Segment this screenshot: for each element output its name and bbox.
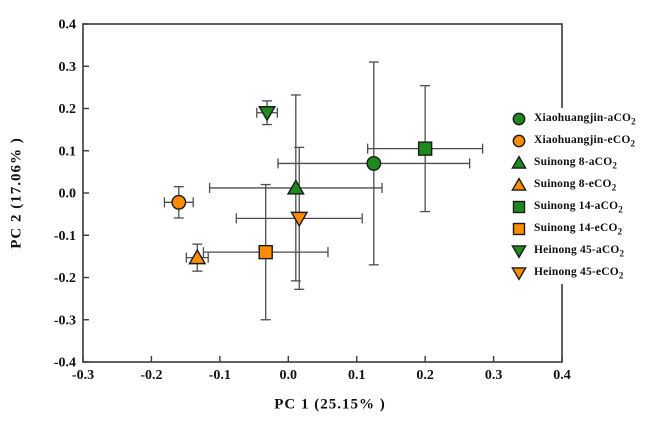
legend-label: Heinong 45-eCO2 (534, 265, 624, 281)
legend-item: Xiaohuangjin-aCO2 (504, 108, 662, 130)
x-tick-label: 0.1 (348, 368, 366, 383)
x-tick-label: 0.0 (280, 368, 298, 383)
x-tick-label: -0.2 (140, 368, 162, 383)
legend-item: Heinong 45-aCO2 (504, 240, 662, 262)
y-tick-label: -0.1 (54, 229, 76, 244)
y-axis-ticks: -0.4 -0.3 -0.2 -0.1 0.0 0.1 0.2 0.3 0.4 (54, 18, 89, 371)
x-tick-label: 0.2 (416, 368, 434, 383)
data-points (171, 106, 433, 265)
y-axis-title: PC 2 (17.06% ) (8, 137, 25, 249)
y-tick-label: -0.4 (54, 356, 76, 371)
y-tick-label: 0.3 (59, 60, 77, 75)
y-tick-label: 0.2 (59, 102, 77, 117)
x-tick-label: 0.4 (553, 368, 571, 383)
legend-marker-square-orange-icon (504, 221, 534, 237)
y-tick-label: 0.1 (59, 144, 77, 159)
legend-marker-triangle-up-green-icon (504, 155, 534, 171)
legend-marker-square-green-icon (504, 199, 534, 215)
legend-item: Suinong 8-aCO2 (504, 152, 662, 174)
legend-item: Suinong 8-eCO2 (504, 174, 662, 196)
legend: Xiaohuangjin-aCO2 Xiaohuangjin-eCO2 Suin… (504, 108, 662, 284)
y-tick-label: -0.3 (54, 313, 76, 328)
y-tick-label: -0.2 (54, 271, 76, 286)
legend-marker-circle-green-icon (504, 111, 534, 127)
legend-item: Suinong 14-aCO2 (504, 196, 662, 218)
legend-marker-circle-orange-icon (504, 133, 534, 149)
x-tick-label: -0.1 (209, 368, 231, 383)
legend-label: Suinong 14-aCO2 (534, 199, 623, 215)
axes (82, 23, 563, 363)
legend-marker-triangle-up-orange-icon (504, 177, 534, 193)
x-axis-title: PC 1 (25.15% ) (274, 396, 386, 413)
error-bars (163, 61, 484, 321)
legend-item: Suinong 14-eCO2 (504, 218, 662, 240)
legend-label: Xiaohuangjin-aCO2 (534, 111, 636, 127)
legend-marker-triangle-down-green-icon (504, 243, 534, 259)
legend-label: Suinong 14-eCO2 (534, 221, 623, 237)
y-tick-label: 0.0 (59, 187, 77, 202)
legend-item: Heinong 45-eCO2 (504, 262, 662, 284)
legend-marker-triangle-down-orange-icon (504, 265, 534, 281)
x-axis-ticks: -0.3 -0.2 -0.1 0.0 0.1 0.2 0.3 0.4 (72, 356, 571, 383)
legend-item: Xiaohuangjin-eCO2 (504, 130, 662, 152)
x-tick-label: -0.3 (72, 368, 94, 383)
legend-label: Xiaohuangjin-eCO2 (534, 133, 636, 149)
x-tick-label: 0.3 (485, 368, 503, 383)
legend-label: Heinong 45-aCO2 (534, 243, 625, 259)
y-tick-label: 0.4 (59, 18, 77, 33)
legend-label: Suinong 8-aCO2 (534, 155, 618, 171)
legend-label: Suinong 8-eCO2 (534, 177, 617, 193)
